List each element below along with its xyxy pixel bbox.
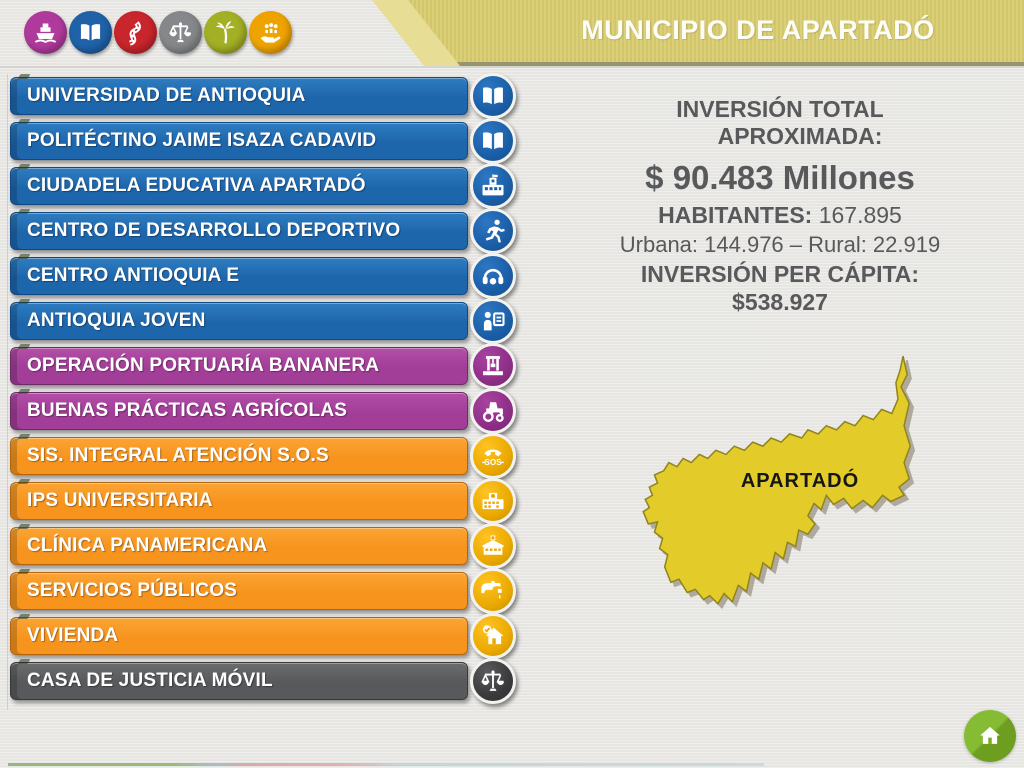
- project-row-4[interactable]: CENTRO DE DESARROLLO DEPORTIVO: [10, 208, 526, 254]
- project-bar[interactable]: IPS UNIVERSITARIA: [10, 482, 468, 520]
- project-label: POLITÉCTINO JAIME ISAZA CADAVID: [27, 130, 377, 151]
- project-row-12[interactable]: SERVICIOS PÚBLICOS: [10, 568, 526, 614]
- project-row-6[interactable]: ANTIOQUIA JOVEN: [10, 298, 526, 344]
- tractor-icon: [470, 388, 516, 434]
- apartado-map: APARTADÓ: [612, 348, 922, 614]
- open-book-icon[interactable]: [69, 11, 112, 54]
- project-bar[interactable]: SERVICIOS PÚBLICOS: [10, 572, 468, 610]
- justice-scales-icon[interactable]: [159, 11, 202, 54]
- project-row-10[interactable]: IPS UNIVERSITARIA: [10, 478, 526, 524]
- project-label: SERVICIOS PÚBLICOS: [27, 580, 238, 601]
- faucet-icon: [470, 568, 516, 614]
- inversion-total-label: INVERSIÓN TOTAL: [676, 96, 884, 122]
- project-bar[interactable]: POLITÉCTINO JAIME ISAZA CADAVID: [10, 122, 468, 160]
- project-row-14[interactable]: CASA DE JUSTICIA MÓVIL: [10, 658, 526, 704]
- project-bar[interactable]: CENTRO DE DESARROLLO DEPORTIVO: [10, 212, 468, 250]
- bottom-edge-strip: [8, 763, 764, 766]
- youth-presentation-icon: [470, 298, 516, 344]
- project-bar[interactable]: VIVIENDA: [10, 617, 468, 655]
- headset-icon: [470, 253, 516, 299]
- project-row-13[interactable]: VIVIENDA: [10, 613, 526, 659]
- project-row-11[interactable]: CLÍNICA PANAMERICANA: [10, 523, 526, 569]
- project-list: UNIVERSIDAD DE ANTIOQUIA POLITÉCTINO JAI…: [10, 73, 526, 707]
- inversion-total-label2: APROXIMADA:: [717, 123, 883, 149]
- per-capita-value: $538.927: [732, 289, 828, 315]
- project-row-3[interactable]: CIUDADELA EDUCATIVA APARTADÓ: [10, 163, 526, 209]
- project-row-8[interactable]: BUENAS PRÁCTICAS AGRÍCOLAS: [10, 388, 526, 434]
- project-row-5[interactable]: CENTRO ANTIOQUIA E: [10, 253, 526, 299]
- project-label: CENTRO DE DESARROLLO DEPORTIVO: [27, 220, 401, 241]
- project-label: BUENAS PRÁCTICAS AGRÍCOLAS: [27, 400, 348, 421]
- house-check-icon: [470, 613, 516, 659]
- project-label: CLÍNICA PANAMERICANA: [27, 535, 268, 556]
- sos-phone-icon: SOS: [470, 433, 516, 479]
- habitantes-label: HABITANTES:: [658, 202, 813, 228]
- habitantes-value: 167.895: [818, 202, 902, 228]
- project-label: VIVIENDA: [27, 625, 119, 646]
- hospital-icon: [470, 478, 516, 524]
- project-bar[interactable]: CLÍNICA PANAMERICANA: [10, 527, 468, 565]
- project-label: CIUDADELA EDUCATIVA APARTADÓ: [27, 175, 366, 196]
- justice-scales-icon: [470, 658, 516, 704]
- header-divider: [0, 66, 1024, 68]
- project-label: CENTRO ANTIOQUIA E: [27, 265, 240, 286]
- project-label: CASA DE JUSTICIA MÓVIL: [27, 670, 273, 691]
- project-row-9[interactable]: SIS. INTEGRAL ATENCIÓN S.O.S SOS: [10, 433, 526, 479]
- project-row-7[interactable]: OPERACIÓN PORTUARÍA BANANERA: [10, 343, 526, 389]
- per-capita-label: INVERSIÓN PER CÁPITA:: [640, 261, 920, 287]
- runner-icon: [470, 208, 516, 254]
- project-label: UNIVERSIDAD DE ANTIOQUIA: [27, 85, 306, 106]
- project-bar[interactable]: OPERACIÓN PORTUARÍA BANANERA: [10, 347, 468, 385]
- map-label: APARTADÓ: [740, 470, 860, 492]
- home-icon: [980, 726, 1000, 744]
- title-banner: MUNICIPIO DE APARTADÓ: [372, 0, 1024, 66]
- clinic-icon: [470, 523, 516, 569]
- project-row-2[interactable]: POLITÉCTINO JAIME ISAZA CADAVID: [10, 118, 526, 164]
- road-icon[interactable]: [114, 11, 157, 54]
- project-bar[interactable]: SIS. INTEGRAL ATENCIÓN S.O.S: [10, 437, 468, 475]
- palm-tree-icon[interactable]: [204, 11, 247, 54]
- inversion-total-amount: $ 90.483 Millones: [645, 159, 915, 196]
- project-row-1[interactable]: UNIVERSIDAD DE ANTIOQUIA: [10, 73, 526, 119]
- left-rail-line: [7, 74, 8, 710]
- title-banner-ribbon: [408, 0, 1024, 66]
- open-book-icon: [470, 118, 516, 164]
- project-label: SIS. INTEGRAL ATENCIÓN S.O.S: [27, 445, 329, 466]
- ship-icon[interactable]: [24, 11, 67, 54]
- project-label: OPERACIÓN PORTUARÍA BANANERA: [27, 355, 380, 376]
- hand-people-icon[interactable]: [249, 11, 292, 54]
- project-label: IPS UNIVERSITARIA: [27, 490, 213, 511]
- apartado-map-shape: [642, 356, 912, 606]
- logo-row: [24, 11, 292, 54]
- page-title: MUNICIPIO DE APARTADÓ: [581, 15, 935, 45]
- investment-panel: INVERSIÓN TOTAL APROXIMADA: $ 90.483 Mil…: [552, 96, 1008, 316]
- project-bar[interactable]: CASA DE JUSTICIA MÓVIL: [10, 662, 468, 700]
- port-crane-icon: [470, 343, 516, 389]
- project-bar[interactable]: CIUDADELA EDUCATIVA APARTADÓ: [10, 167, 468, 205]
- home-button[interactable]: [964, 710, 1016, 762]
- project-bar[interactable]: UNIVERSIDAD DE ANTIOQUIA: [10, 77, 468, 115]
- school-building-icon: [470, 163, 516, 209]
- project-bar[interactable]: ANTIOQUIA JOVEN: [10, 302, 468, 340]
- project-label: ANTIOQUIA JOVEN: [27, 310, 206, 331]
- project-bar[interactable]: BUENAS PRÁCTICAS AGRÍCOLAS: [10, 392, 468, 430]
- project-bar[interactable]: CENTRO ANTIOQUIA E: [10, 257, 468, 295]
- open-book-icon: [470, 73, 516, 119]
- habitantes-line: HABITANTES: 167.895: [552, 200, 1008, 230]
- svg-text:SOS: SOS: [484, 458, 502, 467]
- urbana-rural-line: Urbana: 144.976 – Rural: 22.919: [619, 232, 941, 257]
